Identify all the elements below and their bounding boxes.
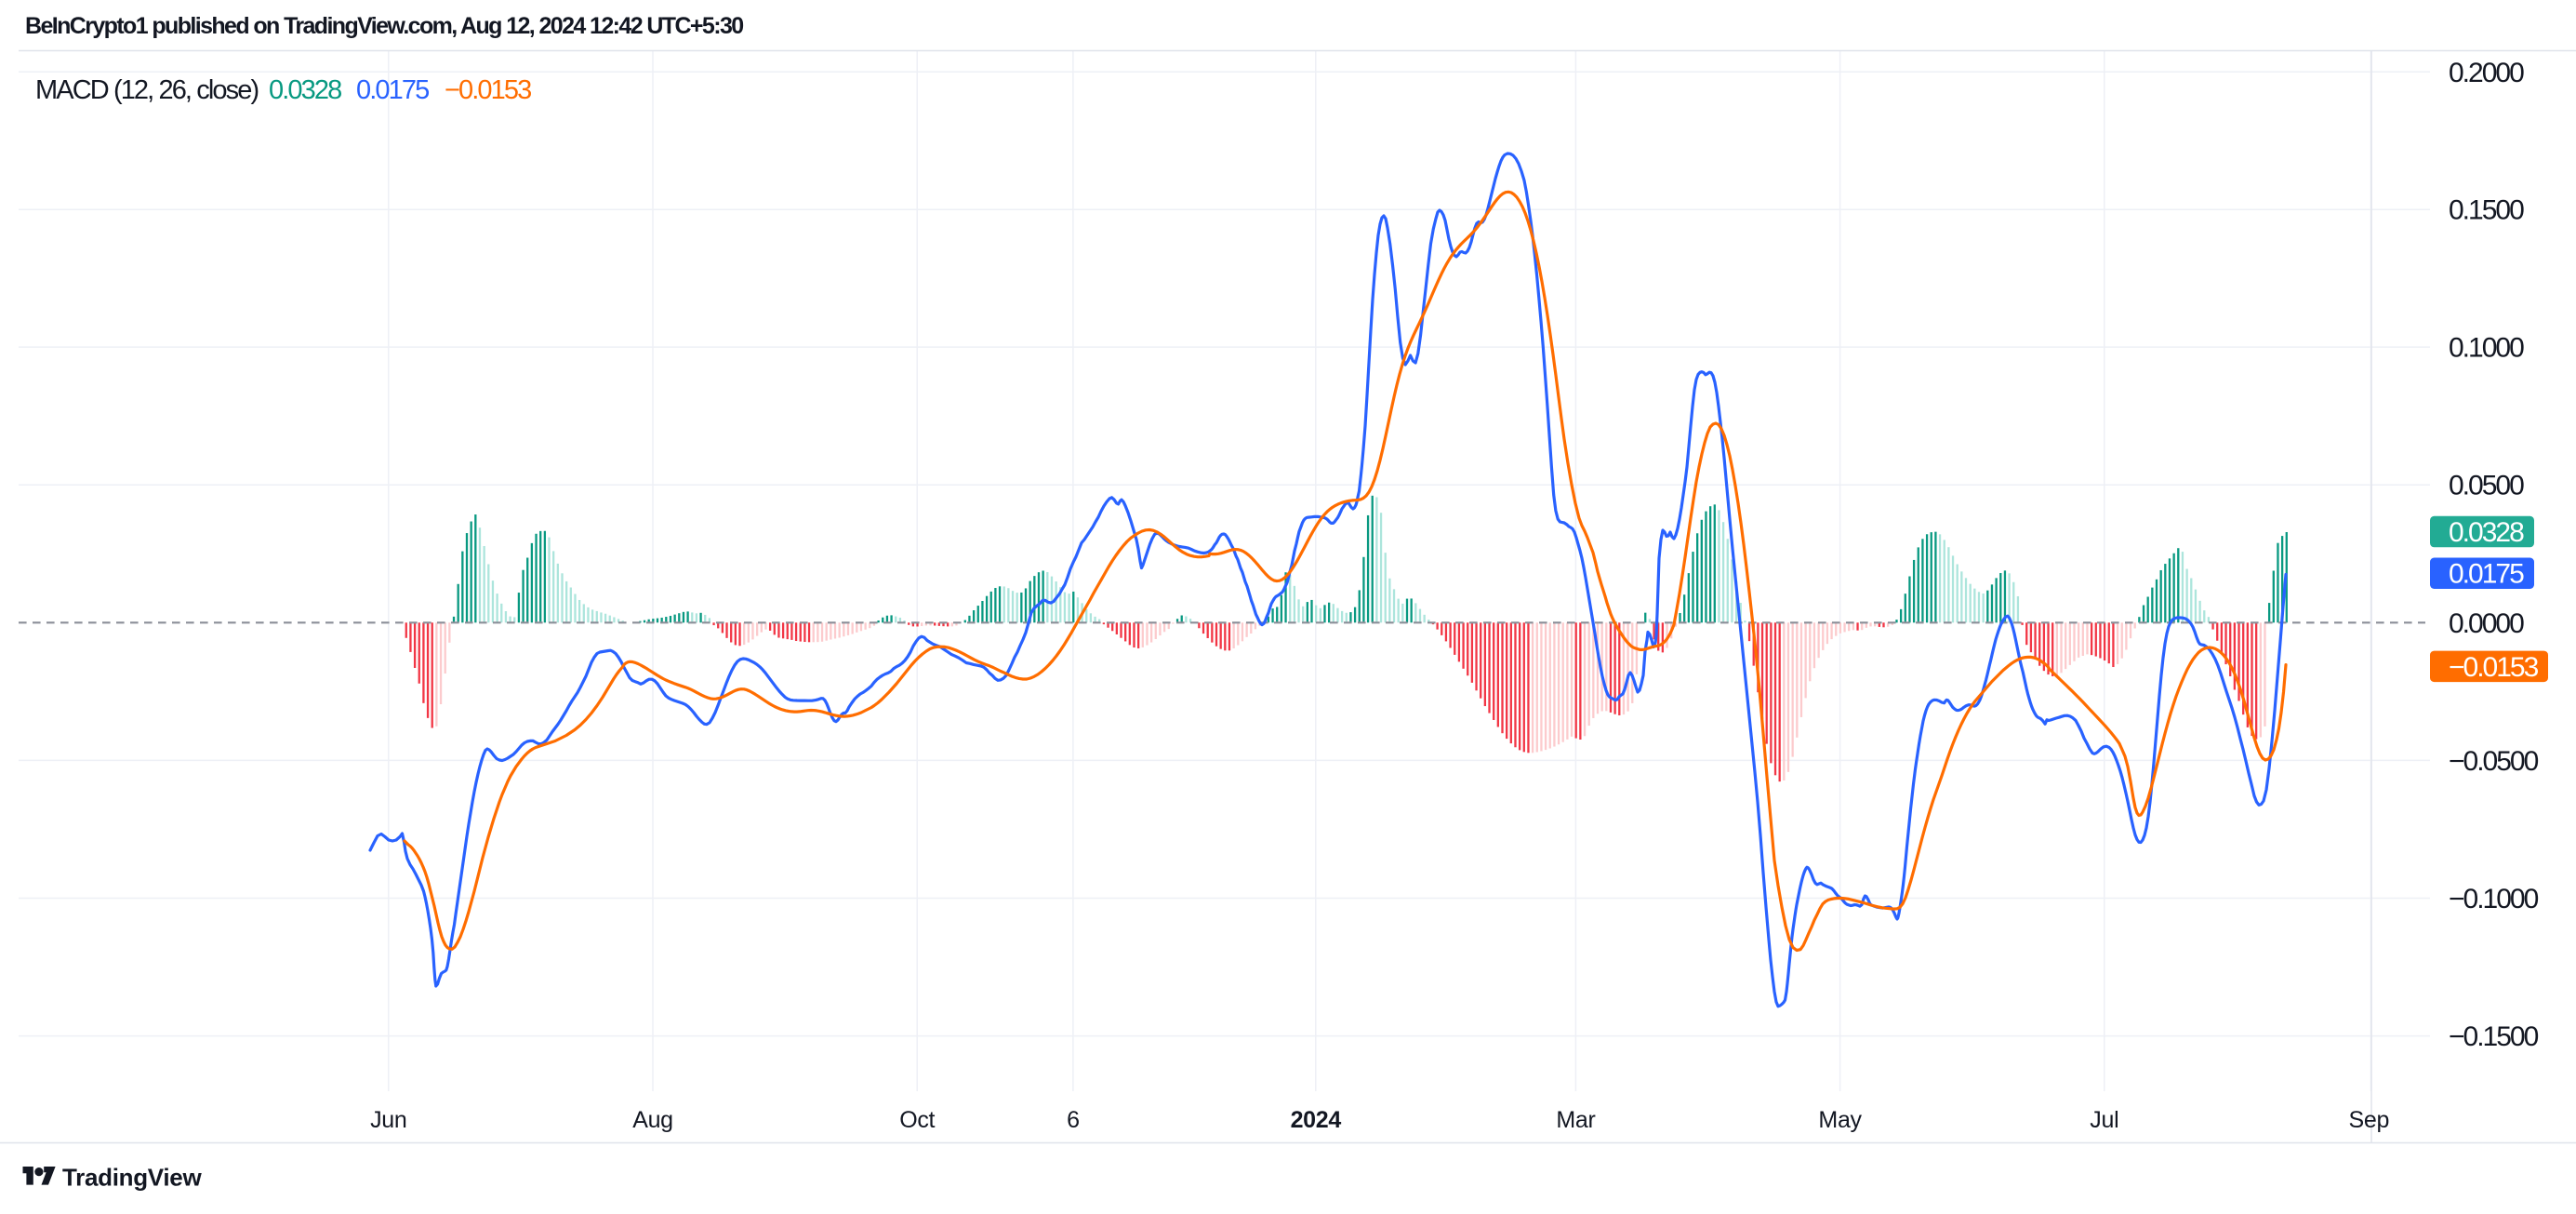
svg-text:0.0328: 0.0328 [269,75,341,105]
svg-text:Aug: Aug [632,1107,673,1133]
svg-text:Jun: Jun [370,1107,406,1133]
svg-text:6: 6 [1067,1107,1080,1133]
svg-text:0.0175: 0.0175 [2449,559,2524,590]
svg-text:Jul: Jul [2090,1107,2118,1133]
svg-text:0.0500: 0.0500 [2449,471,2524,501]
svg-text:0.1000: 0.1000 [2449,333,2524,364]
svg-text:−0.1000: −0.1000 [2449,884,2539,914]
svg-text:−0.0153: −0.0153 [2449,652,2539,683]
svg-text:Sep: Sep [2349,1107,2390,1133]
svg-text:−0.0500: −0.0500 [2449,746,2539,777]
svg-text:BeInCrypto1 published on Tradi: BeInCrypto1 published on TradingView.com… [25,13,743,39]
svg-text:May: May [1818,1107,1862,1133]
svg-text:Oct: Oct [899,1107,935,1133]
svg-text:Mar: Mar [1556,1107,1595,1133]
svg-text:0.2000: 0.2000 [2449,58,2524,88]
svg-text:2024: 2024 [1291,1107,1342,1133]
svg-text:TradingView: TradingView [62,1164,202,1192]
svg-text:0.1500: 0.1500 [2449,195,2524,226]
svg-text:0.0000: 0.0000 [2449,608,2524,639]
svg-text:MACD (12, 26, close): MACD (12, 26, close) [35,75,258,105]
svg-text:0.0175: 0.0175 [356,75,429,105]
svg-text:0.0328: 0.0328 [2449,517,2524,548]
svg-text:−0.0153: −0.0153 [445,75,531,105]
svg-text:−0.1500: −0.1500 [2449,1021,2539,1052]
